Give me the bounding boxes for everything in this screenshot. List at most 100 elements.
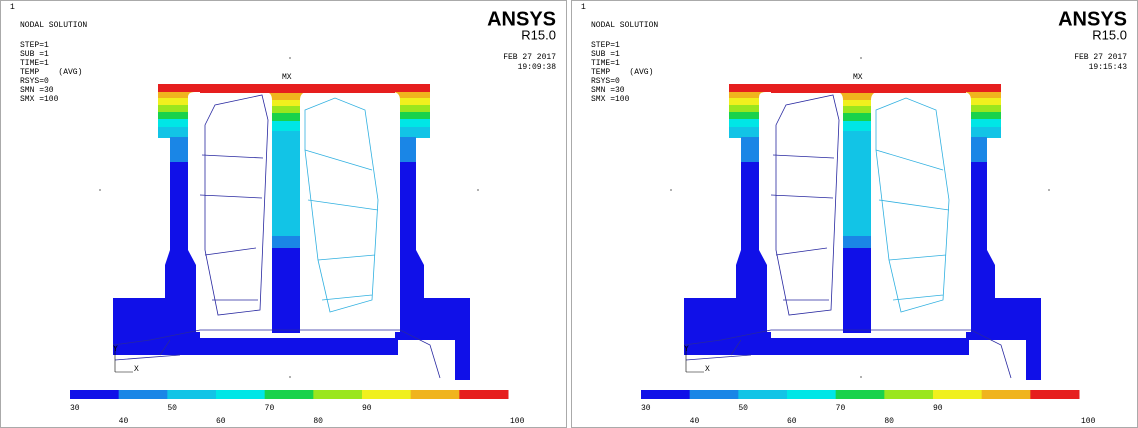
wall: [400, 137, 416, 162]
info-line: SUB =1: [20, 50, 49, 59]
cavity: [188, 92, 272, 332]
screen: 1NODAL SOLUTIONSTEP=1SUB =1TIME=1TEMP (A…: [0, 0, 1138, 428]
window-number: 1: [581, 3, 586, 12]
info-line: SUB =1: [591, 50, 620, 59]
legend-swatch: [216, 390, 265, 399]
legend-swatch: [70, 390, 119, 399]
legend-label: 40: [119, 417, 129, 426]
legend-swatch: [738, 390, 787, 399]
info-line: SMX =100: [20, 95, 59, 104]
column-band: [272, 131, 300, 152]
max-label: MX: [282, 73, 292, 82]
plot-window: 1 NODAL SOLUTION STEP=1SUB =1TIME=1TEMP (A…: [1, 1, 567, 428]
info-line: RSYS=0: [20, 77, 49, 86]
legend-label: 100: [510, 417, 525, 426]
legend-swatch: [836, 390, 885, 399]
wall: [170, 137, 188, 162]
wall: [971, 137, 987, 162]
legend-swatch: [884, 390, 933, 399]
column-band: [272, 100, 300, 107]
legend-swatch: [933, 390, 982, 399]
legend-swatch: [787, 390, 836, 399]
date: FEB 27 2017: [503, 53, 556, 62]
info-line: TIME=1: [591, 59, 620, 68]
legend-label: 60: [787, 417, 797, 426]
axis-x: X: [134, 365, 139, 374]
legend-label: 90: [933, 404, 943, 413]
node-dot: [860, 376, 862, 378]
window-number: 1: [10, 3, 15, 12]
legend-label: 70: [836, 404, 846, 413]
column-band: [843, 113, 871, 122]
column-band: [843, 121, 871, 132]
date: FEB 27 2017: [1074, 53, 1127, 62]
cavity: [871, 92, 971, 332]
info-line: TEMP (AVG): [591, 68, 653, 77]
legend-swatch: [265, 390, 314, 399]
legend-swatch: [411, 390, 460, 399]
info-line: TIME=1: [20, 59, 49, 68]
column-band: [843, 151, 871, 247]
cavity: [300, 92, 400, 332]
info-line: TEMP (AVG): [20, 68, 82, 77]
info-line: STEP=1: [591, 41, 620, 50]
cavity: [759, 92, 843, 332]
axis-y: Y: [684, 345, 689, 354]
axis-x: X: [705, 365, 710, 374]
plate: [747, 338, 969, 355]
legend-label: 30: [70, 404, 80, 413]
legend-label: 70: [265, 404, 275, 413]
column-band: [843, 106, 871, 114]
legend-swatch: [459, 390, 508, 399]
info-line: SMN =30: [591, 86, 625, 95]
plot-title: NODAL SOLUTION: [591, 21, 658, 30]
column-band: [843, 246, 871, 333]
version: R15.0: [521, 27, 556, 42]
wall: [741, 137, 759, 162]
column-blend: [272, 236, 300, 248]
legend-label: 100: [1081, 417, 1096, 426]
cap: [771, 84, 966, 93]
info-line: SMN =30: [20, 86, 54, 95]
cap: [200, 84, 395, 93]
legend-swatch: [313, 390, 362, 399]
node-dot: [99, 189, 101, 191]
legend-label: 80: [313, 417, 323, 426]
legend-swatch: [690, 390, 739, 399]
node-dot: [670, 189, 672, 191]
legend-swatch: [119, 390, 168, 399]
column-band: [843, 100, 871, 107]
legend-label: 50: [167, 404, 177, 413]
column-band: [843, 131, 871, 152]
legend-label: 80: [884, 417, 894, 426]
column-band: [272, 106, 300, 114]
node-dot: [289, 57, 291, 59]
time: 19:15:43: [1089, 63, 1128, 72]
node-dot: [289, 376, 291, 378]
legend-label: 30: [641, 404, 651, 413]
column-blend: [843, 236, 871, 248]
legend-label: 40: [690, 417, 700, 426]
legend-swatch: [167, 390, 216, 399]
legend-swatch: [982, 390, 1031, 399]
legend-swatch: [1030, 390, 1079, 399]
legend-label: 50: [738, 404, 748, 413]
info-line: STEP=1: [20, 41, 49, 50]
node-dot: [477, 189, 479, 191]
plot-title: NODAL SOLUTION: [20, 21, 87, 30]
legend-label: 90: [362, 404, 372, 413]
column-band: [272, 113, 300, 122]
column-band: [272, 151, 300, 247]
info-line: RSYS=0: [591, 77, 620, 86]
column-band: [272, 121, 300, 132]
page: {"legend_colors": ["#1010e8", "#1a86e6",…: [0, 0, 1138, 428]
version: R15.0: [1092, 27, 1127, 42]
node-dot: [1048, 189, 1050, 191]
column-band: [272, 246, 300, 333]
node-dot: [860, 57, 862, 59]
axis-y: Y: [113, 345, 118, 354]
legend-swatch: [641, 390, 690, 399]
legend-label: 60: [216, 417, 226, 426]
time: 19:09:38: [518, 63, 557, 72]
